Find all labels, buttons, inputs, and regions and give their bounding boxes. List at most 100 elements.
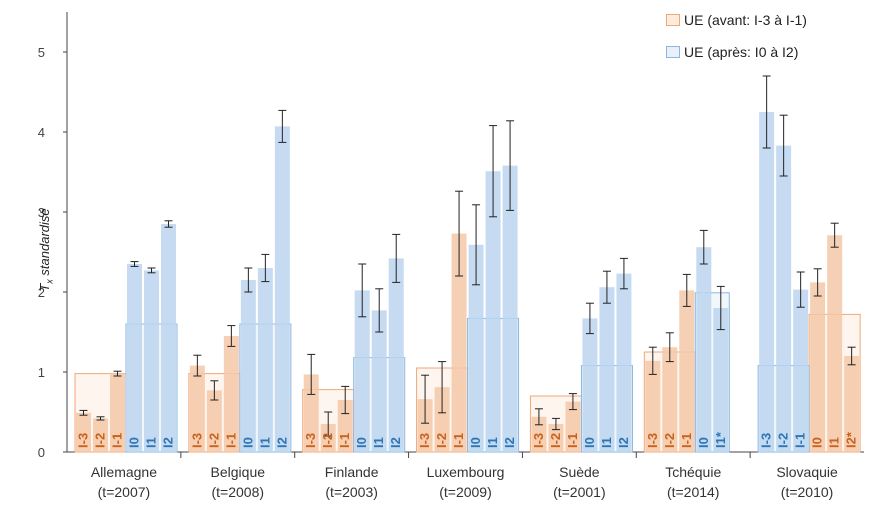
bar xyxy=(303,374,319,452)
bar xyxy=(223,336,239,452)
bar xyxy=(531,416,547,452)
bar-label: I-3 xyxy=(189,433,204,448)
bar xyxy=(548,424,564,452)
bar xyxy=(582,318,598,452)
bar-label: I1 xyxy=(485,437,500,448)
bar-label: I-1 xyxy=(110,433,125,448)
bar xyxy=(337,400,353,452)
bar-label: I-1 xyxy=(223,433,238,448)
x-category-year: (t=2010) xyxy=(781,484,834,500)
legend: UE (avant: I-3 à I-1) UE (après: I0 à I2… xyxy=(666,4,866,68)
bar-label: I-3 xyxy=(759,433,774,448)
group-belgique: Belgique (t=2008) I-3 I-2 I-1 I0 I1 I2 xyxy=(188,109,292,500)
legend-label-after: UE (après: I0 à I2) xyxy=(684,44,799,60)
group-finlande: Finlande (t=2003) I-3 I-2 I-1 I0 I1 I2 xyxy=(302,233,406,500)
x-category-label: Luxembourg xyxy=(427,464,505,480)
bar xyxy=(240,280,256,452)
bar xyxy=(844,356,860,452)
bar-label: I0 xyxy=(240,437,255,448)
bar xyxy=(827,235,843,452)
bar-label: I0 xyxy=(127,437,142,448)
group-luxembourg: Luxembourg (t=2009) I-3 I-2 I-1 I0 I1 I2 xyxy=(416,120,520,500)
x-category-label: Belgique xyxy=(211,464,266,480)
bar xyxy=(616,273,632,452)
bar-label: I-3 xyxy=(417,433,432,448)
bar xyxy=(110,373,125,452)
bar-label: I1 xyxy=(599,437,614,448)
bar-label: I-2 xyxy=(776,433,791,448)
bar-label: I1 xyxy=(257,437,272,448)
x-category-label: Allemagne xyxy=(91,464,157,480)
x-category-label: Tchéquie xyxy=(665,464,721,480)
y-axis-title-rest: standardisé xyxy=(36,208,52,280)
bar-label: I0 xyxy=(810,437,825,448)
bar-label: I1* xyxy=(713,431,728,448)
group-suède: Suède (t=2001) I-3 I-2 I-1 I0 I1 I2 xyxy=(529,257,633,500)
bar xyxy=(274,126,290,453)
bar-label: I-2 xyxy=(206,433,221,448)
bar xyxy=(388,258,404,452)
bar xyxy=(645,360,661,452)
bar xyxy=(662,347,678,452)
bar xyxy=(76,412,91,452)
bar xyxy=(127,264,142,452)
bar xyxy=(599,287,615,452)
bar xyxy=(93,418,108,452)
legend-swatch-after xyxy=(666,46,680,58)
bar-label: I0 xyxy=(354,437,369,448)
group-slovaquie: Slovaquie (t=2010) I-3 I-2 I-1 I0 I1 I2* xyxy=(757,75,861,500)
bar xyxy=(565,401,581,452)
bar-label: I-1 xyxy=(337,433,352,448)
bar-label: I-2 xyxy=(93,433,108,448)
bar xyxy=(354,290,370,452)
bar-label: I-2 xyxy=(662,433,677,448)
x-category-year: (t=2001) xyxy=(553,484,606,500)
x-category-year: (t=2008) xyxy=(212,484,265,500)
bar-label: I-1 xyxy=(565,433,580,448)
bar-label: I1 xyxy=(827,437,842,448)
bar xyxy=(502,165,518,452)
legend-swatch-before xyxy=(666,14,680,26)
bar xyxy=(776,145,792,452)
y-tick-label: 5 xyxy=(38,45,45,60)
bar xyxy=(679,290,695,452)
group-allemagne: Allemagne (t=2007) I-3 I-2 I-1 I0 I1 I2 xyxy=(74,220,178,500)
bar-label: I-1 xyxy=(451,433,466,448)
bar xyxy=(468,244,484,452)
x-category-year: (t=2009) xyxy=(439,484,492,500)
bar-label: I-2 xyxy=(320,433,335,448)
bar-label: I2 xyxy=(502,437,517,448)
bar-label: I0 xyxy=(468,437,483,448)
bar-label: I-3 xyxy=(76,433,91,448)
bar-label: I-1 xyxy=(679,433,694,448)
bar-label: I1 xyxy=(144,437,159,448)
bar xyxy=(206,390,222,452)
x-category-year: (t=2003) xyxy=(325,484,378,500)
y-tick-label: 0 xyxy=(38,445,45,460)
bar xyxy=(434,387,450,452)
bar-label: I2 xyxy=(388,437,403,448)
y-axis-title: Tx standardisé xyxy=(37,208,55,291)
bar xyxy=(485,171,501,452)
bar xyxy=(161,224,176,452)
legend-label-before: UE (avant: I-3 à I-1) xyxy=(684,12,807,28)
x-category-label: Slovaquie xyxy=(776,464,838,480)
bar xyxy=(189,365,205,452)
bar xyxy=(696,247,712,452)
bar-label: I2 xyxy=(274,437,289,448)
bar-label: I2 xyxy=(616,437,631,448)
bar xyxy=(371,310,387,452)
x-category-year: (t=2007) xyxy=(98,484,151,500)
y-tick-label: 1 xyxy=(38,365,45,380)
legend-item-after: UE (après: I0 à I2) xyxy=(666,36,866,68)
bar-label: I-3 xyxy=(645,433,660,448)
x-category-year: (t=2014) xyxy=(667,484,720,500)
y-tick-label: 2 xyxy=(38,285,45,300)
bar xyxy=(810,282,826,452)
y-axis-title-main: T xyxy=(36,283,52,292)
bar-label: I1 xyxy=(371,437,386,448)
bar xyxy=(793,289,809,452)
bar-label: I2* xyxy=(844,431,859,448)
bar xyxy=(320,424,336,452)
